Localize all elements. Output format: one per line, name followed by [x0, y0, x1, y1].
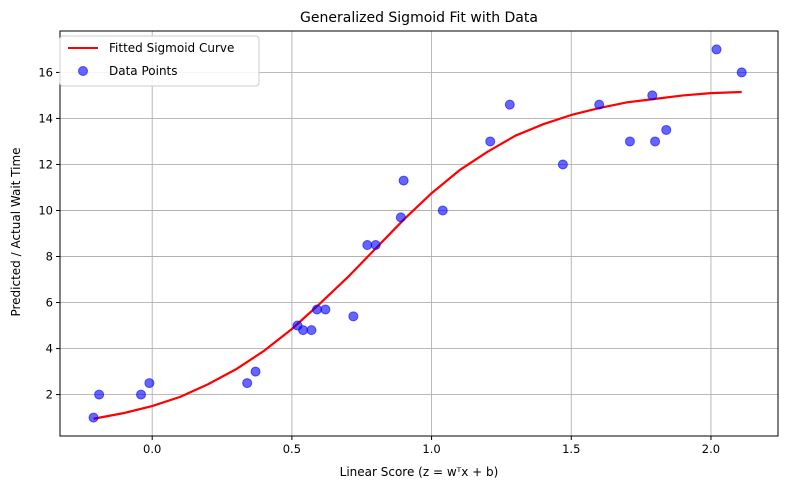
data-point	[485, 136, 496, 147]
y-tick-label: 12	[38, 157, 53, 171]
data-point	[94, 389, 105, 400]
legend: Fitted Sigmoid Curve Data Points	[59, 35, 260, 87]
data-point	[557, 159, 568, 170]
grid	[60, 31, 778, 436]
data-point	[320, 304, 331, 315]
y-tick-label: 8	[46, 250, 53, 264]
y-tick-label: 4	[46, 342, 53, 356]
fitted-curve-layer	[93, 90, 742, 420]
data-point	[624, 136, 635, 147]
y-axis-label: Predicted / Actual Wait Time	[9, 147, 23, 316]
chart-title: Generalized Sigmoid Fit with Data	[300, 10, 538, 26]
data-point	[242, 378, 253, 389]
fitted-sigmoid-curve	[93, 90, 742, 420]
data-points-layer	[88, 44, 747, 423]
x-tick-label: 0.5	[283, 442, 301, 456]
data-point	[306, 325, 317, 336]
legend-box	[59, 35, 260, 87]
data-point	[398, 175, 409, 186]
data-point	[594, 99, 605, 110]
data-point	[144, 378, 155, 389]
y-tick-label: 6	[46, 296, 53, 310]
x-axis-ticks: 0.0 0.5 1.0 1.5 2.0	[143, 436, 720, 456]
x-tick-label: 1.5	[562, 442, 580, 456]
x-tick-label: 0.0	[143, 442, 161, 456]
data-point	[711, 44, 722, 55]
y-tick-label: 10	[38, 203, 53, 217]
plot-frame	[59, 30, 779, 437]
y-axis-ticks: 2 4 6 8 10 12 14 16	[38, 65, 60, 402]
data-point	[395, 212, 406, 223]
legend-label-data-points: Data Points	[109, 64, 178, 78]
data-point	[136, 389, 147, 400]
legend-label-fitted-curve: Fitted Sigmoid Curve	[109, 41, 234, 55]
data-point	[370, 240, 381, 251]
y-tick-label: 2	[46, 388, 53, 402]
data-point	[362, 240, 373, 251]
data-point	[298, 325, 309, 336]
legend-marker-swatch	[78, 66, 88, 76]
x-tick-label: 1.0	[422, 442, 440, 456]
data-point	[650, 136, 661, 147]
data-point	[647, 90, 658, 101]
y-tick-label: 16	[38, 65, 53, 79]
data-point	[348, 311, 359, 322]
data-point	[312, 304, 323, 315]
data-point	[250, 366, 261, 377]
x-tick-label: 2.0	[702, 442, 720, 456]
data-point	[661, 124, 672, 135]
data-point	[736, 67, 747, 78]
data-point	[504, 99, 515, 110]
x-axis-label: Linear Score (z = wᵀx + b)	[340, 465, 499, 479]
data-point	[437, 205, 448, 216]
data-point	[88, 412, 99, 423]
y-tick-label: 14	[38, 111, 53, 125]
